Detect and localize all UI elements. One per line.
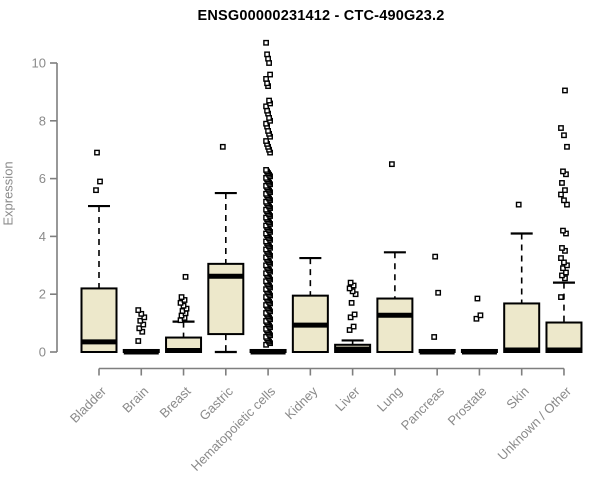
outlier-point <box>351 311 358 318</box>
outlier-point <box>435 289 442 296</box>
outlier-point <box>560 227 566 234</box>
box-Lung <box>376 297 414 354</box>
outlier-point <box>267 71 273 78</box>
outlier-point <box>178 294 185 300</box>
y-tick-label: 2 <box>39 287 46 302</box>
y-tick-label: 0 <box>39 345 46 360</box>
x-category-label: Breast <box>156 383 193 420</box>
outlier-point <box>138 310 145 317</box>
box-Skin <box>503 302 541 353</box>
outlier-point <box>141 314 148 321</box>
outlier-point <box>263 75 269 82</box>
outlier-point <box>473 315 480 322</box>
outlier-point <box>219 143 226 150</box>
outlier-point <box>564 201 570 208</box>
outlier-point <box>562 87 568 94</box>
outlier-point <box>346 327 353 333</box>
outlier-point <box>135 307 142 313</box>
outlier-point <box>561 259 567 266</box>
chart-title: ENSG00000231412 - CTC-490G23.2 <box>197 8 445 24</box>
x-category-label: Kidney <box>282 383 321 422</box>
outlier-point <box>348 299 355 306</box>
outlier-point <box>135 338 142 344</box>
outlier-point <box>136 325 143 332</box>
outlier-point <box>563 269 569 276</box>
outlier-point <box>561 197 567 204</box>
outlier-point <box>558 294 564 300</box>
outlier-point <box>477 312 484 319</box>
outlier-point <box>564 143 570 150</box>
outlier-point <box>559 180 565 186</box>
x-category-label: Liver <box>332 383 363 414</box>
outlier-point <box>388 161 395 168</box>
outlier-point <box>515 201 522 208</box>
x-category-label: Lung <box>374 384 405 415</box>
outlier-point <box>560 168 566 175</box>
outlier-point <box>558 191 564 198</box>
outlier-point <box>562 187 568 194</box>
x-category-label: Skin <box>503 384 531 412</box>
outlier-point <box>431 334 438 340</box>
outlier-point <box>182 273 189 280</box>
y-tick-label: 10 <box>32 56 46 71</box>
outlier-point <box>139 328 146 335</box>
y-tick-label: 4 <box>39 229 46 244</box>
outlier-point <box>347 279 354 286</box>
x-category-label: Pancreas <box>398 383 448 433</box>
x-category-label: Brain <box>119 384 151 416</box>
outlier-point <box>140 321 147 328</box>
y-tick-label: 6 <box>39 171 46 186</box>
outlier-point <box>266 97 272 104</box>
outlier-point <box>137 317 144 324</box>
outlier-point <box>558 255 564 261</box>
outlier-point <box>93 187 99 194</box>
box-Unknown / Other <box>545 321 583 354</box>
outlier-point <box>263 167 269 173</box>
outlier-point <box>559 245 565 251</box>
outlier-point <box>263 39 269 46</box>
outlier-point <box>94 149 100 156</box>
outlier-point <box>263 138 269 144</box>
x-category-label: Prostate <box>445 384 490 429</box>
outlier-point <box>432 253 439 260</box>
y-tick-label: 8 <box>39 113 46 128</box>
x-category-label: Gastric <box>196 383 236 423</box>
outlier-point <box>97 178 103 185</box>
x-category-label: Unknown / Other <box>495 383 575 463</box>
outlier-point <box>558 125 564 131</box>
outlier-point <box>350 323 357 330</box>
outlier-point <box>264 51 270 58</box>
outlier-point <box>561 132 567 139</box>
outlier-point <box>474 295 481 302</box>
x-category-label: Bladder <box>67 383 110 426</box>
